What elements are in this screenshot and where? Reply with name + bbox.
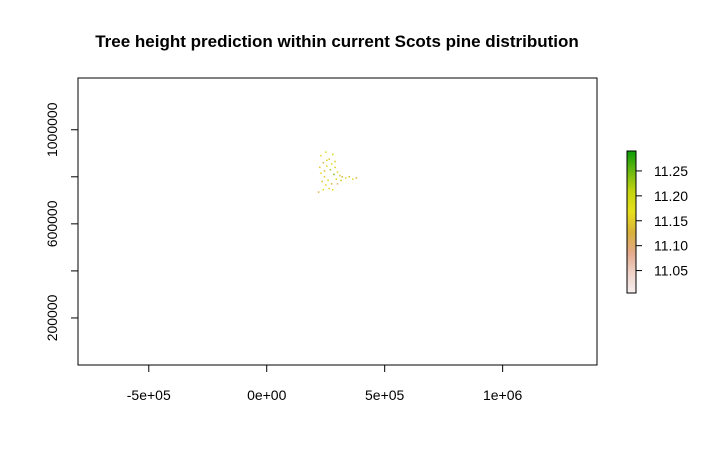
x-tick-label: 1e+06 (483, 387, 523, 403)
raster-cell (335, 178, 338, 180)
raster-cell (341, 176, 343, 178)
raster-cell (330, 183, 333, 185)
colorbar-tick-label: 11.15 (654, 213, 688, 229)
raster-cell (345, 177, 347, 179)
raster-cell (327, 179, 329, 182)
raster-cell (339, 174, 341, 177)
raster-cell (336, 183, 339, 185)
raster-cell (320, 172, 322, 175)
raster-cell (321, 180, 323, 183)
raster-cell (319, 166, 321, 169)
colorbar-tick-label: 11.10 (654, 238, 688, 254)
raster-cell (332, 153, 334, 156)
x-tick-label: 5e+05 (365, 387, 405, 403)
raster-cell (320, 154, 322, 157)
raster-cell (323, 170, 326, 172)
raster-cell (348, 176, 351, 178)
raster-cell (332, 188, 334, 191)
raster-cell (336, 171, 339, 173)
chart-title: Tree height prediction within current Sc… (95, 32, 579, 51)
raster-cell (352, 178, 354, 180)
x-tick-label: -5e+05 (127, 387, 171, 403)
colorbar-legend: 11.05 11.10 11.15 11.20 11.25 (626, 150, 688, 294)
raster-cell (340, 179, 342, 182)
raster-cell (333, 173, 335, 176)
y-axis: 200000 600000 1000000 (44, 102, 79, 341)
raster-cell (324, 151, 327, 153)
raster-cell (355, 177, 358, 179)
raster-layer (317, 151, 358, 193)
colorbar-tick-label: 11.05 (654, 263, 688, 279)
raster-cell (328, 158, 330, 160)
colorbar-ticks: 11.05 11.10 11.15 11.20 11.25 (636, 163, 688, 279)
x-tick-label: 0e+00 (247, 387, 287, 403)
colorbar-tick-label: 11.25 (654, 163, 688, 179)
raster-cell (328, 187, 330, 190)
plot-frame (77, 77, 598, 366)
raster-cell (323, 176, 326, 178)
x-axis: -5e+05 0e+00 5e+05 1e+06 (127, 364, 523, 403)
raster-cell (330, 163, 333, 165)
y-tick-label: 600000 (44, 200, 60, 247)
raster-cell (322, 161, 325, 164)
y-tick-label: 200000 (44, 294, 60, 341)
y-tick-label: 1000000 (44, 102, 60, 157)
raster-cell (334, 166, 336, 169)
raster-cell (326, 159, 328, 162)
raster-cell (324, 184, 327, 186)
raster-cell (326, 165, 328, 167)
raster-cell (334, 160, 336, 163)
colorbar-tick-label: 11.20 (654, 188, 688, 204)
raster-cell (322, 188, 325, 191)
raster-cell (329, 168, 332, 171)
raster-cell (317, 191, 320, 193)
colorbar (626, 150, 637, 294)
